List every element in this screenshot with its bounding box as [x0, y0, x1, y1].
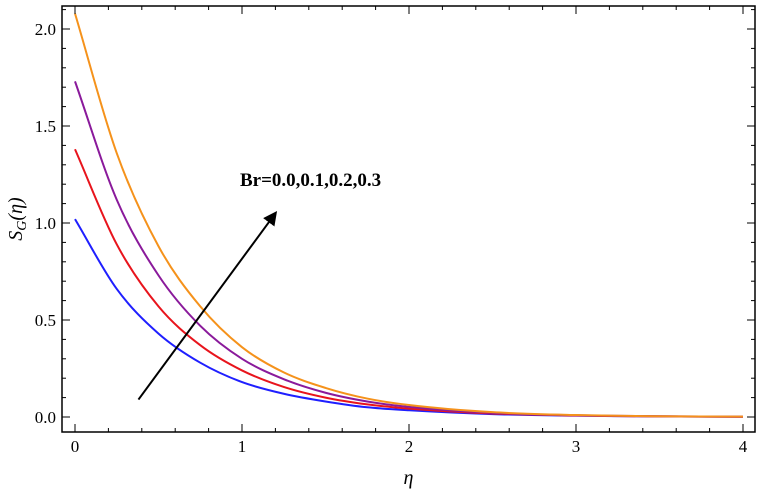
y-axis-title-main: S	[5, 231, 27, 241]
series-line-2	[74, 148, 744, 418]
y-tick-label: 2.0	[35, 20, 56, 39]
y-axis-title-sub: G	[15, 221, 30, 231]
y-tick-label: 1.5	[35, 117, 56, 136]
x-axis-title: η	[404, 467, 414, 489]
y-axis-title-paren: (η)	[5, 197, 27, 221]
x-tick-label: 0	[71, 437, 80, 456]
y-axis-title: SG(η)	[5, 197, 30, 241]
x-tick-label: 4	[739, 437, 748, 456]
y-tick-label: 1.0	[35, 214, 56, 233]
series-line-4	[74, 13, 744, 418]
annotation-label: Br=0.0,0.1,0.2,0.3	[240, 170, 381, 191]
annotation-arrow	[137, 211, 278, 401]
plot-frame	[61, 5, 756, 433]
series-line-3	[74, 81, 744, 418]
x-tick-label: 3	[572, 437, 581, 456]
x-tick-label: 1	[238, 437, 247, 456]
series-line-1	[74, 218, 744, 418]
y-tick-label: 0.5	[35, 311, 56, 330]
x-tick-label: 2	[405, 437, 414, 456]
y-tick-label: 0.0	[35, 408, 56, 427]
